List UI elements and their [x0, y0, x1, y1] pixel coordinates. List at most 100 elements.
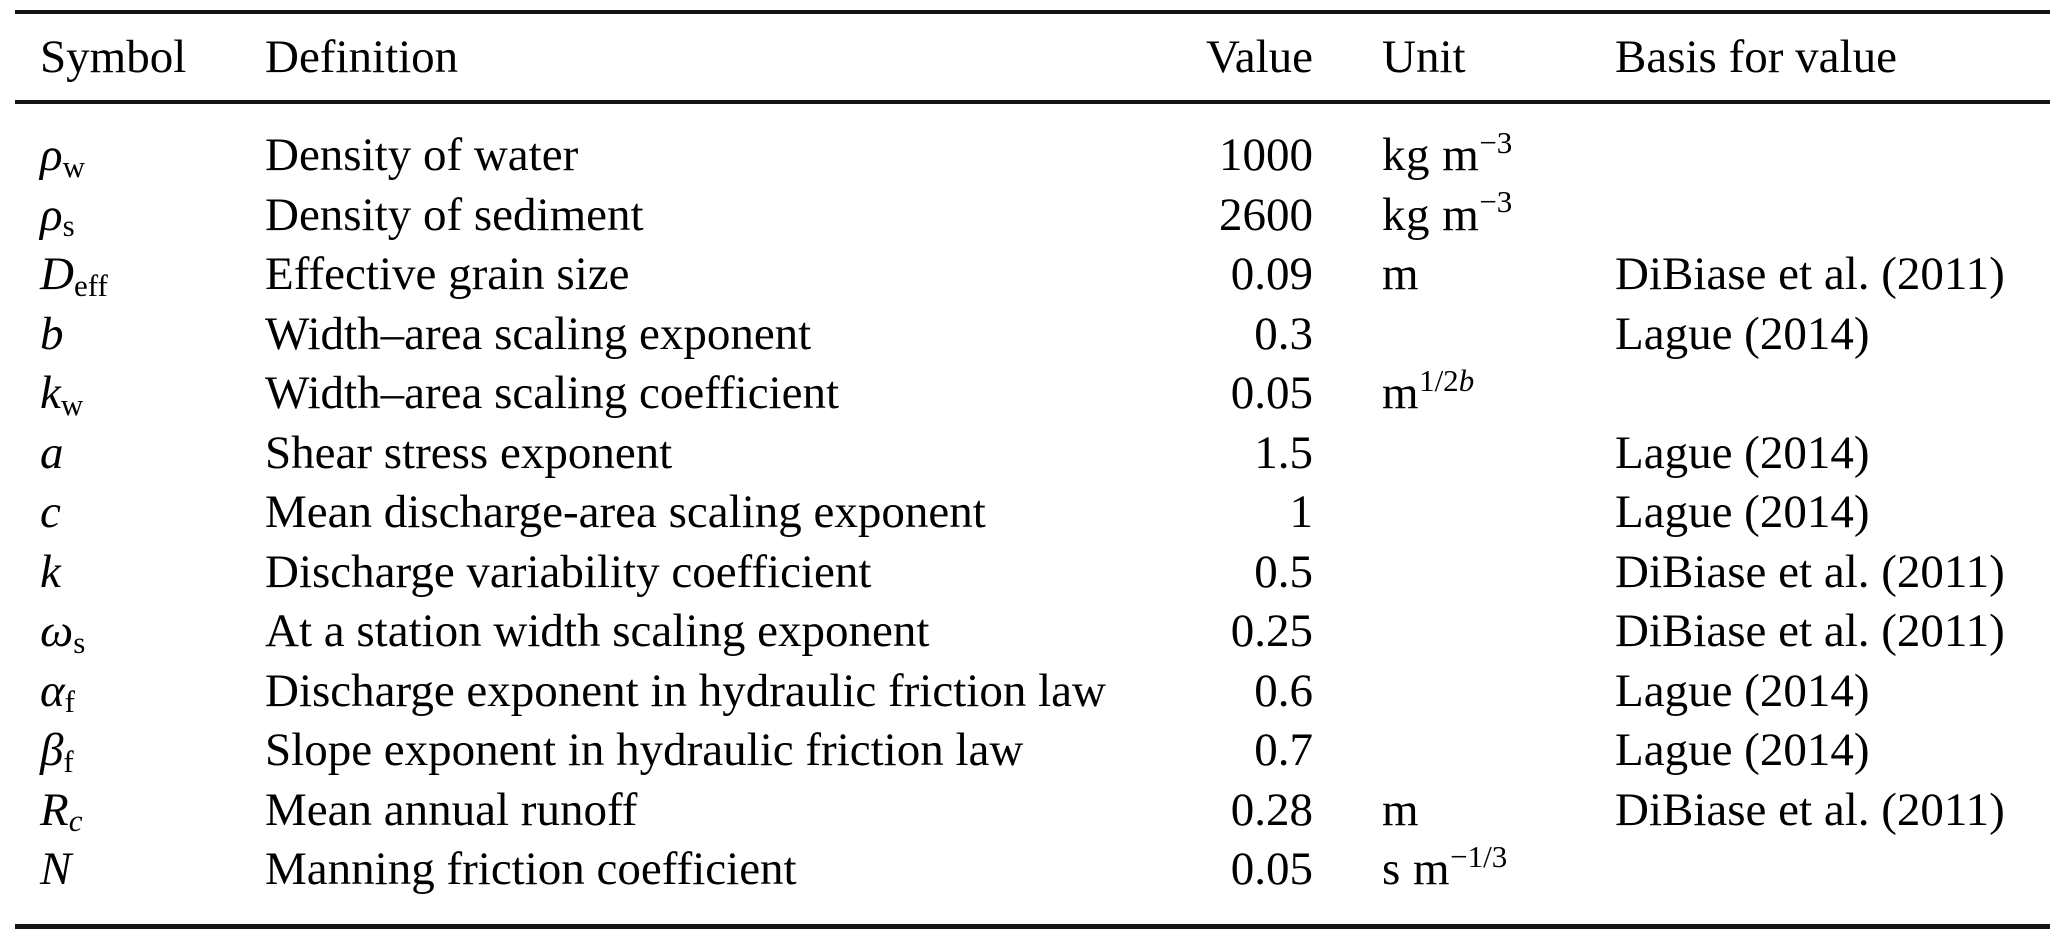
value-cell: 0.09 [1230, 248, 1313, 300]
table-row: ωs At a station width scaling exponent 0… [15, 602, 2050, 662]
value-cell: 0.05 [1230, 367, 1313, 419]
unit-base: kg m [1382, 129, 1480, 181]
table-row: kw Width–area scaling coefficient 0.05 m… [15, 363, 2050, 424]
definition-cell: Density of sediment [265, 188, 644, 241]
value-cell: 0.6 [1254, 664, 1313, 717]
header-symbol: Symbol [40, 31, 187, 83]
definition-cell: Mean annual runoff [265, 783, 638, 836]
symbol-cell: c [15, 483, 265, 547]
basis-cell: DiBiase et al. (2011) [1615, 783, 2005, 836]
table-body: ρw Density of water 1000 kg m−3 ρs Densi… [15, 104, 2050, 924]
table-row: c Mean discharge-area scaling exponent 1… [15, 483, 2050, 543]
unit-cell: s m−1/3 [1313, 838, 1600, 904]
definition-cell: Density of water [265, 129, 579, 181]
symbol-subscript: eff [73, 267, 108, 303]
symbol-subscript: f [63, 743, 74, 779]
symbol-base: N [40, 843, 72, 895]
basis-cell: DiBiase et al. (2011) [1615, 545, 2005, 598]
definition-cell: At a station width scaling exponent [265, 605, 930, 657]
table-row: ρw Density of water 1000 kg m−3 [15, 125, 2050, 186]
header-row: Symbol Definition Value Unit Basis for v… [15, 14, 2050, 100]
table-header: Symbol Definition Value Unit Basis for v… [15, 14, 2050, 104]
symbol-base: ρ [40, 188, 63, 241]
table-row: αf Discharge exponent in hydraulic frict… [15, 662, 2050, 722]
symbol-cell: Deff [15, 245, 265, 309]
definition-cell: Discharge exponent in hydraulic friction… [265, 664, 1106, 717]
symbol-base: α [40, 664, 65, 717]
unit-cell: m [1313, 245, 1600, 309]
symbol-cell: ωs [15, 602, 265, 666]
symbol-cell: N [15, 840, 265, 904]
value-cell: 0.3 [1254, 307, 1313, 360]
symbol-subscript: f [64, 684, 76, 720]
symbol-cell: k [15, 543, 265, 607]
symbol-cell: ρs [15, 186, 265, 250]
value-cell: 0.5 [1254, 545, 1313, 598]
symbol-base: k [40, 545, 61, 598]
basis-cell: DiBiase et al. (2011) [1615, 248, 2005, 300]
unit-cell: m1/2b [1313, 362, 1600, 428]
symbol-base: R [40, 783, 69, 836]
definition-cell: Mean discharge-area scaling exponent [265, 486, 986, 538]
table-row: βf Slope exponent in hydraulic friction … [15, 721, 2050, 781]
unit-superscript: 1/2 [1419, 362, 1459, 398]
symbol-cell: ρw [15, 126, 265, 190]
symbol-base: ω [40, 605, 74, 657]
unit-base: m [1382, 783, 1420, 836]
basis-cell: Lague (2014) [1615, 426, 1870, 479]
symbol-base: ρ [40, 129, 63, 181]
parameters-table: Symbol Definition Value Unit Basis for v… [15, 10, 2050, 929]
table-row: b Width–area scaling exponent 0.3 Lague … [15, 305, 2050, 365]
symbol-cell: βf [15, 721, 265, 785]
symbol-cell: Rc [15, 781, 265, 845]
unit-superscript: −1/3 [1450, 838, 1508, 874]
definition-cell: Shear stress exponent [265, 426, 673, 479]
value-cell: 1000 [1219, 129, 1313, 181]
unit-cell: kg m−3 [1313, 124, 1600, 190]
symbol-subscript-italic: c [68, 803, 83, 839]
symbol-cell: αf [15, 662, 265, 726]
table-row: Deff Effective grain size 0.09 m DiBiase… [15, 245, 2050, 305]
value-cell: 0.25 [1230, 605, 1313, 657]
value-cell: 2600 [1219, 188, 1313, 241]
table-row: ρs Density of sediment 2600 kg m−3 [15, 184, 2050, 246]
symbol-base: b [40, 307, 64, 360]
value-cell: 0.05 [1230, 843, 1313, 895]
symbol-subscript: s [73, 624, 86, 660]
symbol-cell: b [15, 305, 265, 369]
symbol-cell: a [15, 424, 265, 488]
unit-base: m [1382, 367, 1420, 419]
unit-cell: m [1313, 781, 1600, 845]
value-cell: 0.7 [1254, 724, 1313, 776]
table-row: N Manning friction coefficient 0.05 s m−… [15, 839, 2050, 900]
unit-cell: kg m−3 [1313, 184, 1600, 250]
header-definition: Definition [265, 31, 459, 83]
table-row: Rc Mean annual runoff 0.28 m DiBiase et … [15, 781, 2050, 841]
table-row: k Discharge variability coefficient 0.5 … [15, 543, 2050, 603]
unit-superscript-italic: b [1458, 362, 1475, 398]
symbol-subscript: s [62, 208, 75, 244]
symbol-base: c [40, 486, 61, 538]
symbol-cell: kw [15, 364, 265, 428]
symbol-base: k [40, 367, 61, 419]
unit-base: s m [1382, 843, 1451, 895]
header-basis-for-value: Basis for value [1615, 31, 1897, 83]
unit-superscript: −3 [1479, 124, 1513, 160]
symbol-base: D [40, 248, 74, 300]
basis-cell: Lague (2014) [1615, 724, 1870, 776]
basis-cell: Lague (2014) [1615, 664, 1870, 717]
definition-cell: Discharge variability coefficient [265, 545, 872, 598]
unit-base: kg m [1382, 188, 1480, 241]
symbol-subscript: w [62, 148, 85, 184]
header-value: Value [1205, 31, 1313, 83]
definition-cell: Effective grain size [265, 248, 630, 300]
value-cell: 1 [1289, 486, 1314, 538]
definition-cell: Width–area scaling coefficient [265, 367, 840, 419]
unit-superscript: −3 [1479, 184, 1513, 220]
table-row: a Shear stress exponent 1.5 Lague (2014) [15, 424, 2050, 484]
basis-cell: Lague (2014) [1615, 486, 1870, 538]
definition-cell: Width–area scaling exponent [265, 307, 812, 360]
value-cell: 0.28 [1230, 783, 1313, 836]
symbol-base: a [40, 426, 64, 479]
